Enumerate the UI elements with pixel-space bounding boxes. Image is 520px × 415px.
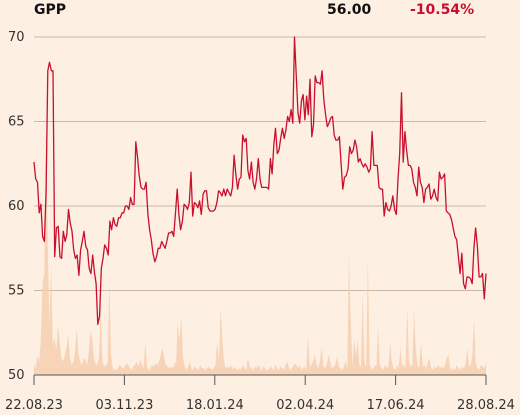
- x-tick-label: 02.04.24: [276, 398, 334, 413]
- x-tick-label: 17.06.24: [367, 398, 425, 413]
- last-price: 56.00: [327, 2, 372, 18]
- y-tick-label: 50: [8, 368, 25, 383]
- y-tick-label: 55: [8, 284, 25, 299]
- y-tick-label: 70: [8, 30, 25, 45]
- price-line: [33, 36, 487, 325]
- y-tick-label: 60: [8, 199, 25, 214]
- y-tick-label: 65: [8, 115, 25, 130]
- x-tick-label: 18.01.24: [186, 398, 244, 413]
- x-tick-label: 03.11.23: [95, 398, 153, 413]
- x-tick-label: 22.08.23: [5, 398, 63, 413]
- price-change: -10.54%: [410, 2, 475, 18]
- x-tick-label: 28.08.24: [457, 398, 515, 413]
- ticker-symbol: GPP: [34, 2, 67, 18]
